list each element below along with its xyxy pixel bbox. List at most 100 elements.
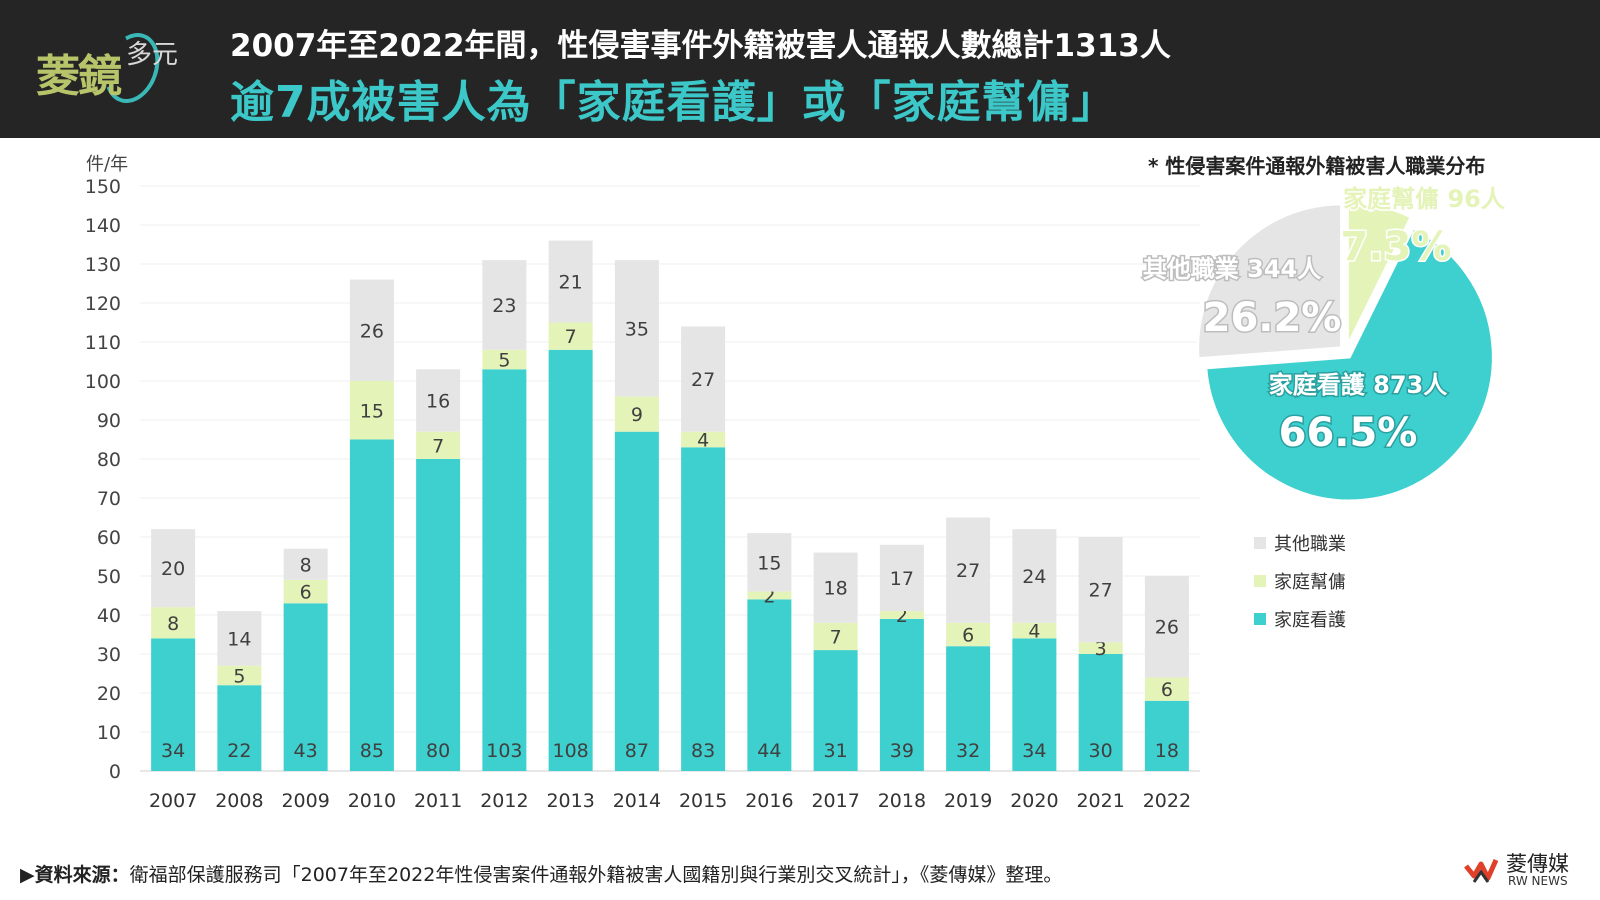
bar-2013-s2 xyxy=(548,240,593,323)
bar-2016-s2 xyxy=(747,533,792,592)
data-label-2014-s1: 9 xyxy=(631,404,643,426)
bar-2014-s1 xyxy=(614,396,659,432)
title-line2: 逾7成被害人為「家庭看護」或「家庭幫傭」 xyxy=(230,77,1117,128)
bar-2012-s2 xyxy=(482,260,527,350)
data-label-2009-s2: 8 xyxy=(300,554,312,576)
data-label-2015-s0: 83 xyxy=(691,740,715,762)
bar-2009-s0 xyxy=(283,603,328,771)
bar-2019-s1 xyxy=(946,622,991,647)
x-tick-label-2007: 2007 xyxy=(149,790,197,812)
bar-2014-s0 xyxy=(614,431,659,771)
bar-2008-s1 xyxy=(217,665,262,686)
data-label-2019-s1: 6 xyxy=(962,625,974,647)
bar-2009-s1 xyxy=(283,579,328,604)
y-axis-unit: 件/年 xyxy=(86,154,129,175)
bar-2011-s0 xyxy=(416,459,461,771)
logo-sub-text: 多元 xyxy=(126,40,179,70)
x-tick-label-2008: 2008 xyxy=(215,790,263,812)
bar-2013-s0 xyxy=(548,349,593,771)
data-label-2010-s2: 26 xyxy=(360,320,384,342)
legend-swatch-other xyxy=(1254,537,1266,549)
data-label-2018-s0: 39 xyxy=(890,740,914,762)
data-label-2009-s1: 6 xyxy=(300,582,312,604)
bar-2017-s2 xyxy=(813,552,858,623)
pie-percent-care: 66.5% xyxy=(1279,410,1418,456)
logo: 菱鏡 多元 xyxy=(30,22,190,112)
pie-percent-helper: 7.3% xyxy=(1341,224,1452,270)
x-tick-label-2017: 2017 xyxy=(811,790,859,812)
bar-2022-s0 xyxy=(1144,700,1189,771)
bar-2007-s2 xyxy=(151,529,196,608)
bar-2022-s2 xyxy=(1144,576,1189,678)
bar-2021-s2 xyxy=(1078,537,1123,643)
data-label-2015-s2: 27 xyxy=(691,369,715,391)
y-tick-label-120: 120 xyxy=(85,293,121,315)
data-label-2008-s2: 14 xyxy=(227,628,251,650)
bar-2018-s0 xyxy=(879,618,924,771)
data-label-2013-s1: 7 xyxy=(565,326,577,348)
source-label: ▶資料來源： xyxy=(20,864,130,886)
bar-2010-s2 xyxy=(349,279,394,381)
data-label-2008-s0: 22 xyxy=(227,740,251,762)
brand-en: RW NEWS xyxy=(1508,874,1568,888)
y-tick-label-140: 140 xyxy=(85,215,121,237)
data-label-2007-s0: 34 xyxy=(161,740,185,762)
y-tick-label-130: 130 xyxy=(85,254,121,276)
data-label-2014-s0: 87 xyxy=(625,740,649,762)
data-label-2011-s2: 16 xyxy=(426,391,450,413)
bar-2012-s0 xyxy=(482,369,527,771)
data-label-2017-s2: 18 xyxy=(824,578,848,600)
y-tick-label-70: 70 xyxy=(97,488,121,510)
pie-title: * 性侵害案件通報外籍被害人職業分布 xyxy=(1148,154,1486,178)
data-label-2022-s0: 18 xyxy=(1155,740,1179,762)
bar-2019-s0 xyxy=(946,646,991,771)
bar-2015-s2 xyxy=(681,326,726,432)
x-tick-label-2011: 2011 xyxy=(414,790,462,812)
x-tick-label-2010: 2010 xyxy=(348,790,396,812)
legend-item-care: 家庭看護 xyxy=(1254,600,1346,638)
data-label-2016-s0: 44 xyxy=(757,740,781,762)
y-tick-label-80: 80 xyxy=(97,449,121,471)
data-label-2020-s2: 24 xyxy=(1022,566,1046,588)
y-tick-label-100: 100 xyxy=(85,371,121,393)
bar-2009-s2 xyxy=(283,548,328,580)
bar-2010-s0 xyxy=(349,439,394,771)
y-tick-label-150: 150 xyxy=(85,176,121,198)
bar-2018-s1 xyxy=(879,611,924,619)
pie-percent-other: 26.2% xyxy=(1203,295,1342,341)
data-label-2011-s0: 80 xyxy=(426,740,450,762)
header-banner: 菱鏡 多元 2007年至2022年間，性侵害事件外籍被害人通報人數總計1313人… xyxy=(0,0,1600,138)
data-label-2022-s2: 26 xyxy=(1155,617,1179,639)
y-tick-label-90: 90 xyxy=(97,410,121,432)
legend-swatch-care xyxy=(1254,613,1266,625)
bar-2020-s1 xyxy=(1012,622,1057,639)
bar-2013-s1 xyxy=(548,322,593,350)
y-tick-label-50: 50 xyxy=(97,566,121,588)
data-label-2009-s0: 43 xyxy=(294,740,318,762)
x-tick-label-2013: 2013 xyxy=(546,790,594,812)
bar-2007-s0 xyxy=(151,638,196,771)
data-label-2019-s2: 27 xyxy=(956,560,980,582)
logo-main-text: 菱鏡 xyxy=(36,51,122,102)
data-label-2021-s2: 27 xyxy=(1089,580,1113,602)
x-tick-label-2019: 2019 xyxy=(944,790,992,812)
y-tick-label-40: 40 xyxy=(97,605,121,627)
data-label-2010-s0: 85 xyxy=(360,740,384,762)
bar-2007-s1 xyxy=(151,607,196,639)
data-label-2018-s2: 17 xyxy=(890,568,914,590)
x-tick-label-2018: 2018 xyxy=(878,790,926,812)
bar-2018-s2 xyxy=(879,544,924,612)
bar-2010-s1 xyxy=(349,381,394,440)
data-label-2022-s1: 6 xyxy=(1161,679,1173,701)
data-label-2010-s1: 15 xyxy=(360,400,384,422)
y-tick-label-30: 30 xyxy=(97,644,121,666)
data-label-2017-s0: 31 xyxy=(824,740,848,762)
x-tick-label-2022: 2022 xyxy=(1143,790,1191,812)
data-label-2019-s0: 32 xyxy=(956,740,980,762)
y-tick-label-10: 10 xyxy=(97,722,121,744)
x-tick-label-2016: 2016 xyxy=(745,790,793,812)
bar-2020-s0 xyxy=(1012,638,1057,771)
data-label-2012-s1: 5 xyxy=(498,350,510,372)
bar-2022-s1 xyxy=(1144,677,1189,701)
